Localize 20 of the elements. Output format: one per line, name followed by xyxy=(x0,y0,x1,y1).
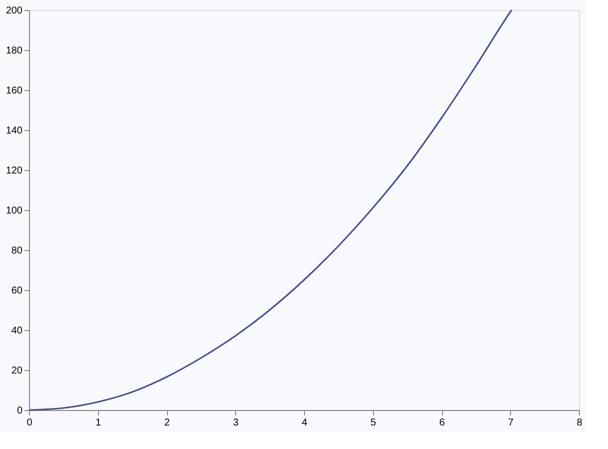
x-tick-label: 7 xyxy=(508,418,514,428)
x-tick-label: 1 xyxy=(95,418,102,428)
y-tick-label: 200 xyxy=(6,6,23,16)
y-tick-label: 120 xyxy=(6,166,23,176)
y-tick-label: 0 xyxy=(16,406,23,416)
x-tick-label: 0 xyxy=(26,418,33,428)
x-tick-label: 6 xyxy=(439,418,446,428)
y-tick-label: 180 xyxy=(6,46,23,56)
x-tick-label: 2 xyxy=(164,418,170,428)
y-tick-label: 60 xyxy=(11,286,23,296)
y-tick-label: 40 xyxy=(11,326,23,336)
x-tick-label: 4 xyxy=(302,418,308,428)
y-tick-label: 100 xyxy=(6,206,23,216)
x-tick-label: 3 xyxy=(232,418,239,428)
y-tick-label: 140 xyxy=(6,126,23,136)
y-tick-label: 160 xyxy=(6,86,23,96)
y-tick-label: 20 xyxy=(11,366,23,376)
x-tick-label: 5 xyxy=(370,418,376,428)
x-tick-label: 8 xyxy=(576,418,583,428)
y-tick-label: 80 xyxy=(11,246,23,256)
